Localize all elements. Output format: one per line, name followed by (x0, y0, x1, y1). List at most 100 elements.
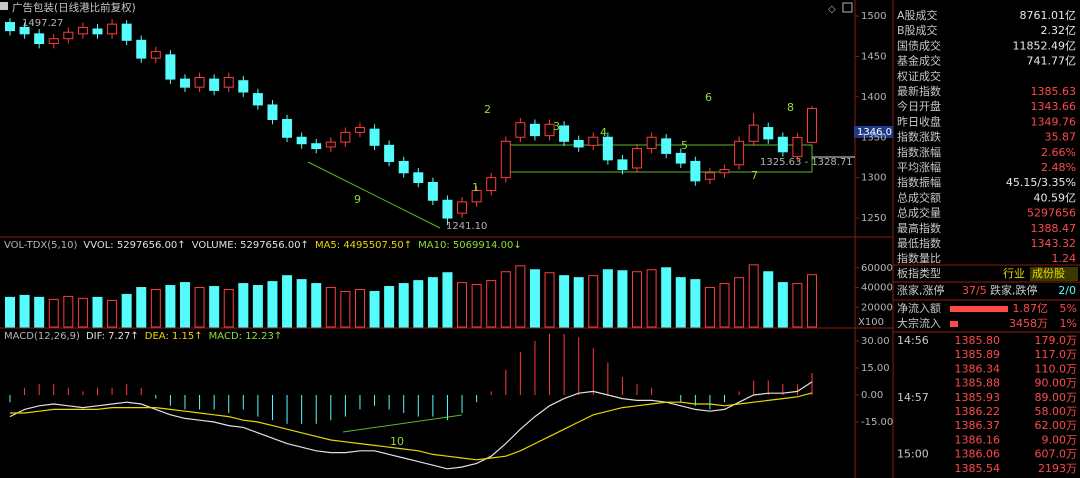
volume-bar (92, 296, 103, 328)
stat-label: 平均涨幅 (897, 161, 941, 174)
wave-label: 4 (600, 126, 607, 139)
flow-value: 1.87亿 (1013, 302, 1049, 315)
stat-value: 1385.63 (1031, 85, 1077, 98)
candle-body (252, 93, 263, 106)
stat-value: 1343.66 (1031, 100, 1077, 113)
candle-body (457, 201, 468, 214)
flow-value: 3458万 (1009, 317, 1048, 330)
tick-price: 1386.06 (955, 448, 1001, 461)
candle-body (194, 76, 205, 88)
tick-time: 14:56 (897, 334, 929, 347)
volume-bar (442, 272, 453, 328)
sector-value: 行业 (1003, 267, 1025, 280)
candle-body (354, 127, 365, 133)
volume-bar (238, 283, 249, 328)
stat-label: 指数量比 (897, 251, 941, 265)
tick-price: 1386.16 (955, 433, 1001, 446)
tick-volume: 179.0万 (1035, 334, 1078, 347)
volume-bar (675, 277, 686, 328)
tick-volume: 2193万 (1038, 462, 1077, 475)
wave-label: 2 (484, 103, 491, 116)
candle-body (209, 78, 220, 91)
candle-body (5, 22, 15, 32)
volume-bar (354, 289, 365, 328)
trend-line (307, 161, 441, 229)
menu-icon[interactable] (0, 2, 8, 10)
candle-body (427, 181, 438, 201)
stat-value: 35.87 (1045, 131, 1077, 144)
volume-bar (413, 280, 424, 328)
y-tick-label: 1300 (861, 173, 886, 184)
range-label: 1325.63 - 1328.71 (760, 157, 853, 168)
tick-time: 15:00 (897, 448, 929, 461)
volume-bar (573, 277, 584, 328)
tick-volume: 62.00万 (1035, 419, 1078, 432)
volume-bar (325, 287, 336, 328)
volume-bar (311, 283, 322, 328)
volume-bar (369, 290, 380, 328)
flow-label: 净流入额 (897, 301, 941, 315)
candle-body (107, 23, 118, 35)
y-tick-label: 1350 (861, 132, 886, 143)
y-tick-label: 1250 (861, 213, 886, 224)
y-tick-label: 60000 (861, 263, 893, 274)
y-tick-label: 1400 (861, 92, 886, 103)
candle-body (646, 136, 657, 150)
volume-bar (617, 270, 628, 328)
candle-body (675, 152, 686, 164)
stat-value: 2.66% (1041, 146, 1076, 159)
stat-label: 基金成交 (897, 54, 941, 68)
volume-bar (690, 279, 701, 328)
stat-value: 5297656 (1027, 207, 1076, 220)
sector-link[interactable]: 成份股 (1032, 267, 1065, 280)
wave-label: 5 (681, 139, 688, 152)
breadth-label: 跌家,跌停 (990, 283, 1038, 297)
stat-label: 昨日收盘 (897, 114, 941, 128)
tick-price: 1385.89 (955, 348, 1001, 361)
stat-label: 今日开盘 (897, 99, 941, 113)
stat-label: 权证成交 (897, 69, 941, 83)
y-tick-label: 40000 (861, 283, 893, 294)
tick-volume: 90.00万 (1035, 377, 1078, 390)
y-tick-label: 1500 (861, 11, 886, 22)
pane-header: MACD: 12.23↑ (209, 331, 283, 342)
pane-header: VOL-TDX(5,10) (4, 240, 77, 251)
breadth-label: 涨家,涨停 (897, 283, 945, 297)
wave-label: 3 (553, 120, 560, 133)
candle-body (398, 160, 409, 174)
stat-label: B股成交 (897, 23, 938, 37)
stat-value: 1349.76 (1031, 115, 1077, 128)
candle-body (719, 169, 730, 174)
icon-diamond[interactable]: ◇ (828, 4, 836, 15)
tick-price: 1385.80 (955, 334, 1001, 347)
stat-label: 总成交量 (897, 206, 941, 220)
tick-volume: 89.00万 (1035, 391, 1078, 404)
tick-volume: 110.0万 (1035, 362, 1078, 375)
stat-label: 最低指数 (897, 236, 941, 250)
volume-bar (48, 298, 59, 328)
volume-bar (150, 289, 161, 328)
tick-volume: 58.00万 (1035, 405, 1078, 418)
volume-bar (734, 277, 745, 328)
icon-window[interactable] (842, 2, 853, 13)
sector-link-bg[interactable] (1030, 267, 1078, 281)
volume-bar (763, 271, 774, 328)
chart-title: 广告包装(日线港比前复权) (12, 1, 136, 14)
candle-body (661, 138, 672, 154)
volume-bar (77, 297, 88, 328)
volume-bar (194, 287, 205, 328)
volume-bar (5, 296, 15, 328)
candle-body (19, 26, 30, 35)
wave-label: 10 (390, 435, 404, 448)
candle-body (602, 136, 613, 161)
candle-body (238, 80, 249, 93)
candle-body (573, 139, 584, 148)
volume-bar (34, 296, 45, 328)
trend-line (342, 414, 463, 433)
volume-bar (661, 267, 672, 328)
tick-time: 14:57 (897, 391, 929, 404)
candle-body (500, 140, 511, 179)
price-tag-bg (854, 126, 893, 138)
stat-label: 总成交额 (897, 190, 941, 204)
